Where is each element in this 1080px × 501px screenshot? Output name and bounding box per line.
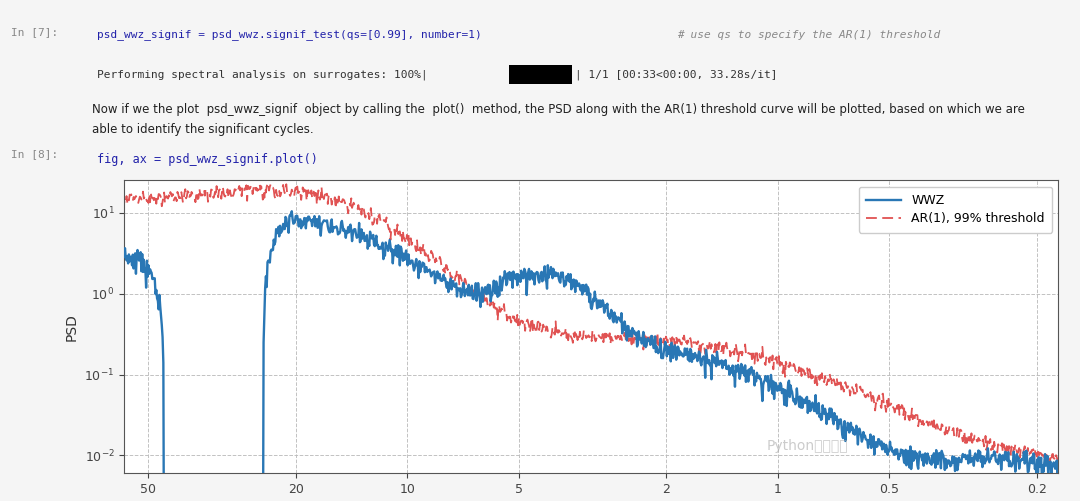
AR(1), 99% threshold <box>118 198 131 204</box>
WWZ <box>564 279 577 285</box>
Text: psd_wwz_signif = psd_wwz.signif_test(qs=[0.99], number=1): psd_wwz_signif = psd_wwz.signif_test(qs=… <box>96 29 495 40</box>
AR(1), 99% threshold <box>564 330 577 336</box>
WWZ <box>543 271 556 277</box>
AR(1), 99% threshold <box>899 417 912 423</box>
AR(1), 99% threshold <box>261 180 274 186</box>
Y-axis label: PSD: PSD <box>65 313 79 341</box>
Text: Now if we the plot  psd_wwz_signif  object by calling the  plot()  method, the P: Now if we the plot psd_wwz_signif object… <box>92 103 1025 116</box>
Bar <box>510 65 572 84</box>
AR(1), 99% threshold <box>1056 461 1069 467</box>
Text: fig, ax = psd_wwz_signif.plot(): fig, ax = psd_wwz_signif.plot() <box>96 153 318 165</box>
AR(1), 99% threshold <box>543 333 556 339</box>
WWZ <box>899 460 912 466</box>
AR(1), 99% threshold <box>649 339 662 345</box>
Text: Performing spectral analysis on surrogates: 100%|: Performing spectral analysis on surrogat… <box>96 70 428 80</box>
Text: In [7]:: In [7]: <box>11 28 58 38</box>
Text: In [8]:: In [8]: <box>11 149 58 159</box>
WWZ <box>932 451 945 457</box>
WWZ <box>285 208 298 214</box>
WWZ <box>740 369 753 375</box>
WWZ <box>1056 456 1069 462</box>
Legend: WWZ, AR(1), 99% threshold: WWZ, AR(1), 99% threshold <box>859 186 1052 232</box>
Text: able to identify the significant cycles.: able to identify the significant cycles. <box>92 123 313 136</box>
Text: # use qs to specify the AR(1) threshold: # use qs to specify the AR(1) threshold <box>676 30 940 40</box>
Line: AR(1), 99% threshold: AR(1), 99% threshold <box>124 183 1063 464</box>
Line: WWZ: WWZ <box>124 211 1063 501</box>
AR(1), 99% threshold <box>932 428 945 434</box>
Text: Python干货铺子: Python干货铺子 <box>767 439 849 453</box>
Text: | 1/1 [00:33<00:00, 33.28s/it]: | 1/1 [00:33<00:00, 33.28s/it] <box>576 70 778 80</box>
WWZ <box>118 254 131 260</box>
AR(1), 99% threshold <box>740 352 753 358</box>
WWZ <box>649 349 662 355</box>
